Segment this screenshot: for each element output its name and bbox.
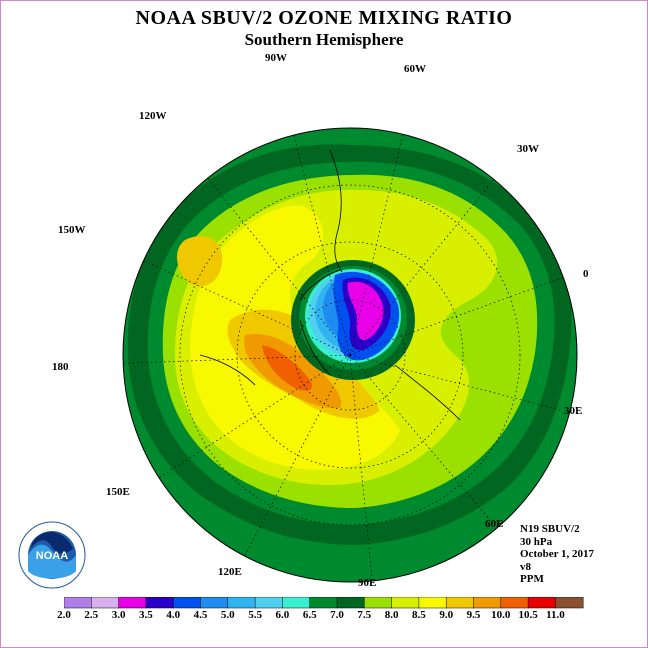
lon-label-90e: 90E <box>358 577 377 589</box>
lon-label-120e: 120E <box>218 566 242 578</box>
figure-subtitle: Southern Hemisphere <box>244 30 404 49</box>
colorbar-tick-label: 7.0 <box>330 609 344 621</box>
lon-label-30e: 30E <box>564 405 583 417</box>
colorbar-swatch <box>336 597 366 609</box>
meridian-lines <box>123 128 577 579</box>
colorbar-tick-label: 10.0 <box>491 609 511 621</box>
red-orange-region <box>262 345 313 391</box>
info-units: PPM <box>520 573 544 585</box>
colorbar-swatch <box>364 597 393 609</box>
latitude-circle-60s <box>236 241 464 469</box>
colorbar-swatch <box>227 597 256 609</box>
lon-label-30w: 30W <box>517 143 539 155</box>
colorbar-swatch <box>445 597 475 609</box>
latitude-circle-75s <box>294 299 406 411</box>
colorbar-tick-label: 6.5 <box>302 609 317 621</box>
lon-label-120w: 120W <box>139 110 167 122</box>
lon-label-0: 0 <box>583 268 589 280</box>
hole-magenta-core <box>347 281 384 341</box>
info-satellite: N19 SBUV/2 <box>520 523 580 535</box>
lon-label-150w: 150W <box>58 224 86 236</box>
colorbar-swatch <box>282 597 311 609</box>
antarctica-coastline <box>299 269 341 376</box>
colorbar-swatch <box>254 597 284 609</box>
colorbar-swatch <box>473 597 502 609</box>
colorbar-tick-label: 4.0 <box>166 609 181 621</box>
noaa-logo: NOAA <box>18 521 86 589</box>
colorbar-swatch <box>391 597 420 609</box>
colorbar-swatch <box>418 597 447 609</box>
colorbar-tick-label: 8.5 <box>412 609 426 621</box>
info-level: 30 hPa <box>520 535 553 548</box>
info-version: v8 <box>520 560 531 573</box>
orange-yellow-patch <box>176 236 223 287</box>
figure-title: NOAA SBUV/2 OZONE MIXING RATIO <box>135 7 513 29</box>
lon-label-90w: 90W <box>265 52 287 64</box>
lon-label-60w: 60W <box>404 63 426 75</box>
colorbar-tick-label: 7.5 <box>357 609 372 621</box>
coastline <box>199 149 461 421</box>
latitude-circle-30s <box>179 184 521 526</box>
colorbar-tick-label: 2.0 <box>57 609 71 621</box>
colorbar-tick-label: 6.0 <box>275 609 290 621</box>
colorbar-swatch <box>91 597 120 609</box>
colorbar-swatch <box>500 597 529 609</box>
colorbar <box>64 597 584 609</box>
colorbar-swatch <box>172 597 202 609</box>
colorbar-swatch <box>309 597 338 609</box>
colorbar-tick-label: 9.5 <box>466 609 481 621</box>
colorbar-swatch <box>200 597 229 609</box>
colorbar-tick-label: 5.5 <box>248 609 262 621</box>
colorbar-tick-label: 4.5 <box>193 609 208 621</box>
colorbar-tick-label: 8.0 <box>384 609 399 621</box>
colorbar-tick-label: 3.5 <box>139 609 153 621</box>
colorbar-tick-label: 5.0 <box>220 609 235 621</box>
lon-label-180: 180 <box>52 361 69 373</box>
lon-label-60e: 60E <box>485 518 504 530</box>
dataset-info: N19 SBUV/2 30 hPa October 1, 2017 v8 PPM <box>520 523 594 586</box>
lon-label-150e: 150E <box>106 486 130 498</box>
colorbar-swatch <box>527 597 557 609</box>
colorbar-tick-label: 9.0 <box>439 609 454 621</box>
colorbar-swatch <box>118 597 147 609</box>
noaa-logo-text: NOAA <box>36 550 68 562</box>
colorbar-tick-label: 3.0 <box>111 609 126 621</box>
colorbar-tick-label: 11.0 <box>546 609 565 621</box>
colorbar-swatch <box>555 597 584 609</box>
map-boundary <box>122 127 578 583</box>
info-date: October 1, 2017 <box>520 548 595 560</box>
colorbar-swatch <box>64 597 93 609</box>
colorbar-tick-label: 2.5 <box>84 609 99 621</box>
colorbar-swatch <box>145 597 174 609</box>
colorbar-tick-label: 10.5 <box>518 609 538 621</box>
